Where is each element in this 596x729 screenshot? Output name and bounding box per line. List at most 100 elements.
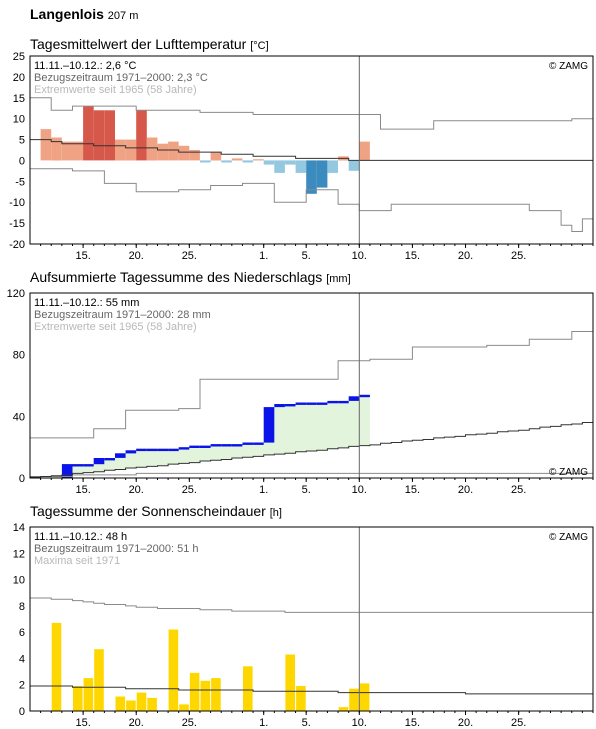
temperature-unit: [°C] (250, 40, 269, 52)
temperature-bar (157, 143, 169, 161)
sunshine-y-tick-label: 12 (13, 548, 25, 560)
precipitation-increment-bar (210, 444, 222, 447)
precipitation-increment-bar (178, 447, 190, 450)
sunshine-normal-line (30, 685, 593, 695)
temperature-y-tick-label: 15 (13, 93, 25, 105)
temperature-bar (359, 141, 370, 161)
temperature-bar (327, 160, 338, 173)
precipitation-x-tick-label: 15. (405, 484, 420, 496)
precipitation-increment-bar (348, 396, 360, 401)
sunshine-max-line (30, 597, 593, 613)
precipitation-increment-bar (231, 444, 243, 447)
temperature-y-tick-label: -10 (9, 197, 25, 209)
precipitation-increment-bar (263, 407, 275, 443)
precipitation-x-tick-label: 25. (182, 484, 197, 496)
precipitation-increment-bar (125, 450, 137, 454)
temperature-bar (231, 158, 243, 161)
precipitation-increment-bar (189, 445, 200, 448)
sunshine-bar (179, 704, 189, 711)
sunshine-bar (83, 678, 94, 711)
precipitation-unit: [mm] (326, 273, 351, 285)
sunshine-bar (115, 696, 126, 711)
temperature-y-tick-label: 10 (13, 114, 25, 126)
precipitation-x-tick-label: 20. (458, 484, 473, 496)
precipitation-y-tick-label: 40 (13, 411, 25, 423)
station-name: Langenlois (30, 6, 104, 22)
precipitation-credit: © ZAMG (549, 467, 588, 478)
temperature-bar (263, 160, 275, 165)
sunshine-x-tick-label: 15. (405, 717, 420, 729)
sunshine-chart-title: Tagessumme der Sonnenscheindauer [h] (30, 503, 282, 519)
precipitation-increment-bar (316, 402, 328, 405)
precipitation-max-line (30, 331, 593, 439)
temperature-y-tick-label: -15 (9, 218, 25, 230)
precipitation-min-line (30, 472, 593, 477)
precipitation-increment-bar (136, 448, 147, 452)
sunshine-x-tick-label: 5. (302, 717, 311, 729)
precipitation-info-ref: Bezugszeitraum 1971–2000: 28 mm (34, 309, 211, 321)
temperature-bar (125, 139, 137, 161)
sunshine-info-ext: Maxima seit 1971 (34, 555, 120, 567)
precipitation-increment-bar (157, 448, 169, 452)
temperature-info-main: 11.11.–10.12.: 2,6 °C (34, 60, 137, 72)
sunshine-unit: [h] (269, 507, 282, 519)
precipitation-increment-bar (242, 442, 254, 445)
precipitation-increment-bar (221, 444, 232, 447)
temperature-credit: © ZAMG (549, 61, 588, 72)
sunshine-y-tick-label: 2 (19, 680, 25, 692)
temperature-y-tick-label: 20 (13, 72, 25, 84)
sunshine-y-tick-label: 10 (13, 575, 25, 587)
sunshine-info-ref: Bezugszeitraum 1971–2000: 51 h (34, 543, 199, 555)
temperature-y-tick-label: 25 (13, 51, 25, 63)
temperature-bar (253, 159, 264, 161)
sunshine-plot-frame (29, 526, 594, 712)
temperature-bar (51, 137, 62, 161)
temperature-bar (146, 137, 158, 161)
temperature-plot-frame (29, 55, 594, 245)
temperature-bar (200, 160, 211, 163)
precipitation-increment-bar (338, 400, 349, 404)
precipitation-y-tick-label: 120 (7, 288, 25, 300)
temperature-bar (61, 141, 73, 161)
temperature-bar (178, 145, 190, 161)
temperature-bar (93, 110, 105, 161)
sunshine-bar (126, 700, 136, 711)
precipitation-plot-frame (29, 292, 594, 479)
temperature-bar (348, 160, 360, 171)
precipitation-title-text: Aufsummierte Tagessumme des Niederschlag… (30, 269, 323, 285)
temperature-bar (168, 141, 179, 161)
sunshine-x-tick-label: 10. (352, 717, 367, 729)
sunshine-info-main: 11.11.–10.12.: 48 h (34, 531, 127, 543)
sunshine-x-tick-label: 25. (511, 717, 526, 729)
temperature-bar (40, 129, 52, 161)
temperature-x-tick-label: 15. (405, 250, 420, 262)
temperature-x-tick-label: 5. (302, 250, 311, 262)
sunshine-bar (296, 686, 306, 711)
precipitation-increment-bar (295, 402, 307, 405)
sunshine-bar (349, 688, 359, 711)
sunshine-bar (211, 678, 221, 711)
temperature-bar (284, 160, 296, 165)
precipitation-increment-bar (93, 458, 105, 465)
sunshine-y-tick-label: 14 (13, 522, 25, 534)
temperature-y-tick-label: 5 (19, 135, 25, 147)
temperature-y-tick-label: -20 (9, 239, 25, 251)
precipitation-increment-bar (274, 404, 285, 408)
sunshine-x-tick-label: 25. (182, 717, 197, 729)
sunshine-bar (338, 707, 349, 711)
precipitation-x-tick-label: 10. (352, 484, 367, 496)
temperature-info-ext: Extremwerte seit 1965 (58 Jahre) (34, 84, 197, 96)
precipitation-increment-bar (115, 453, 126, 458)
sunshine-x-tick-label: 1. (259, 717, 268, 729)
precipitation-increment-bar (359, 394, 370, 398)
precipitation-increment-bar (284, 404, 296, 407)
sunshine-credit: © ZAMG (549, 532, 588, 543)
temperature-bar (306, 160, 317, 194)
sunshine-bar (285, 654, 295, 711)
precipitation-y-tick-label: 80 (13, 350, 25, 362)
precipitation-increment-bar (200, 445, 211, 448)
precipitation-info-main: 11.11.–10.12.: 55 mm (34, 297, 139, 309)
precipitation-info-ext: Extremwerte seit 1965 (58 Jahre) (34, 321, 197, 333)
temperature-bar (104, 110, 115, 161)
precipitation-increment-bar (104, 458, 115, 461)
